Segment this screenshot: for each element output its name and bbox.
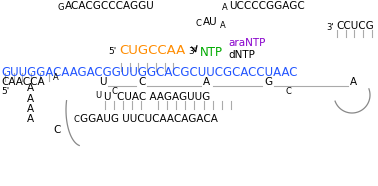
Text: 3': 3': [188, 47, 196, 57]
Text: C: C: [74, 116, 80, 124]
Text: A: A: [53, 73, 59, 83]
Text: A: A: [27, 83, 34, 93]
Text: 3': 3': [326, 23, 334, 33]
Text: C: C: [112, 87, 118, 97]
Text: CCUCG: CCUCG: [336, 21, 374, 31]
Text: NTP: NTP: [200, 46, 223, 59]
Text: A: A: [27, 114, 34, 124]
Text: GUUGGACAAGACGGUUGGCACGCUUCGCACCUAAC: GUUGGACAAGACGGUUGGCACGCUUCGCACCUAAC: [1, 65, 297, 78]
Text: U: U: [99, 77, 107, 87]
Text: A: A: [220, 22, 226, 31]
Text: GGAUG UUCUCAACAGACA: GGAUG UUCUCAACAGACA: [80, 114, 218, 124]
Text: U: U: [103, 92, 110, 102]
Text: A: A: [350, 77, 357, 87]
Text: C: C: [196, 20, 202, 28]
Text: A: A: [27, 104, 34, 114]
Text: CUGCCAA: CUGCCAA: [119, 44, 185, 57]
Text: dNTP: dNTP: [228, 50, 255, 60]
Text: A: A: [27, 94, 34, 104]
Text: UCCCCGGAGC: UCCCCGGAGC: [229, 1, 305, 11]
Text: A: A: [222, 4, 228, 12]
Text: 5': 5': [1, 87, 9, 97]
Text: C: C: [138, 77, 146, 87]
Text: G: G: [58, 4, 65, 12]
Text: C: C: [53, 125, 60, 135]
Text: A: A: [203, 77, 210, 87]
Text: AU: AU: [203, 17, 218, 27]
Text: CAACCA: CAACCA: [1, 77, 45, 87]
Text: 5': 5': [108, 47, 116, 57]
Text: U: U: [95, 91, 101, 100]
Text: G: G: [264, 77, 272, 87]
Text: C: C: [286, 86, 292, 95]
Text: ACACGCCCAGGU: ACACGCCCAGGU: [65, 1, 155, 11]
Text: araNTP: araNTP: [228, 38, 265, 48]
Text: CUAC AAGAGUUG: CUAC AAGAGUUG: [117, 92, 210, 102]
